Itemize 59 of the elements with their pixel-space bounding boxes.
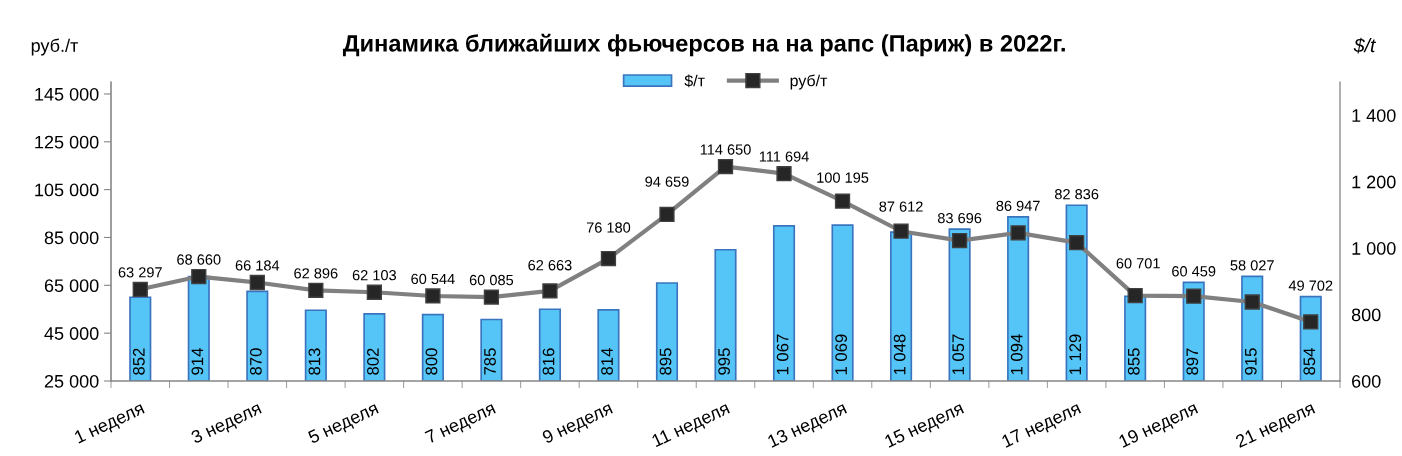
data-label: 62 896 <box>294 268 338 279</box>
data-label: 1 057 <box>952 334 965 375</box>
data-label: 87 612 <box>879 201 923 212</box>
data-label: 82 836 <box>1054 189 1099 200</box>
data-label: 855 <box>1127 348 1140 375</box>
data-label: 58 027 <box>1230 260 1274 271</box>
data-label: 914 <box>191 348 204 375</box>
data-label: 1 094 <box>1010 334 1023 375</box>
data-label: 62 103 <box>352 270 397 281</box>
data-label: 86 947 <box>996 200 1040 211</box>
data-label: 60 459 <box>1172 266 1216 277</box>
y2-tick-label: 600 <box>1352 374 1381 388</box>
data-label: 114 650 <box>700 144 751 155</box>
data-label: 66 184 <box>235 260 280 271</box>
data-label: 852 <box>132 348 145 375</box>
y-tick-label: 45 000 <box>44 327 99 340</box>
data-label: 100 195 <box>817 172 869 183</box>
y2-tick-label: 800 <box>1351 308 1381 322</box>
data-label: 60 544 <box>411 273 455 285</box>
y2-tick-label: 1 000 <box>1352 242 1396 255</box>
data-label: 94 659 <box>645 176 689 187</box>
data-label: 1 067 <box>776 334 789 375</box>
y-tick-label: 65 000 <box>44 279 99 293</box>
data-label: 895 <box>659 348 672 375</box>
y-tick-label: 125 000 <box>35 135 99 149</box>
data-label: 111 694 <box>759 151 809 162</box>
data-label: 785 <box>484 348 496 375</box>
data-label: 814 <box>601 348 613 375</box>
y-tick-label: 25 000 <box>44 374 99 388</box>
data-label: 1 069 <box>835 334 848 375</box>
legend-label: $/т <box>684 74 705 88</box>
data-label: 1 048 <box>893 334 906 375</box>
data-label: 802 <box>367 348 379 375</box>
y2-axis-title: $/t <box>1353 37 1377 54</box>
data-label: 68 660 <box>177 254 221 265</box>
data-label: 915 <box>1244 348 1257 375</box>
data-label: 49 702 <box>1288 280 1333 291</box>
data-label: 63 297 <box>118 267 162 278</box>
data-label: 995 <box>718 348 730 375</box>
data-label: 816 <box>542 348 555 375</box>
data-label: 813 <box>308 348 321 375</box>
data-label: 83 696 <box>937 212 982 224</box>
y-tick-label: 145 000 <box>35 87 99 101</box>
legend-label: руб/т <box>790 74 828 90</box>
data-label: 897 <box>1186 348 1199 375</box>
chart-title: Динамика ближайших фьючерсов на на рапс (Париж) в 2022г. <box>342 33 1065 57</box>
data-label: 800 <box>425 348 438 375</box>
data-label: 60 085 <box>469 274 514 286</box>
data-label: 870 <box>249 348 262 375</box>
y-tick-label: 85 000 <box>44 231 99 245</box>
y2-tick-label: 1 200 <box>1352 175 1396 189</box>
data-label: 62 663 <box>528 260 572 271</box>
data-label: 60 701 <box>1116 258 1160 269</box>
y-axis-title: руб./т <box>31 38 79 56</box>
data-label: 76 180 <box>586 222 631 233</box>
data-label: 1 129 <box>1069 334 1082 375</box>
y2-tick-label: 1 400 <box>1352 109 1396 122</box>
y-tick-label: 105 000 <box>35 183 99 197</box>
data-label: 854 <box>1303 348 1316 375</box>
